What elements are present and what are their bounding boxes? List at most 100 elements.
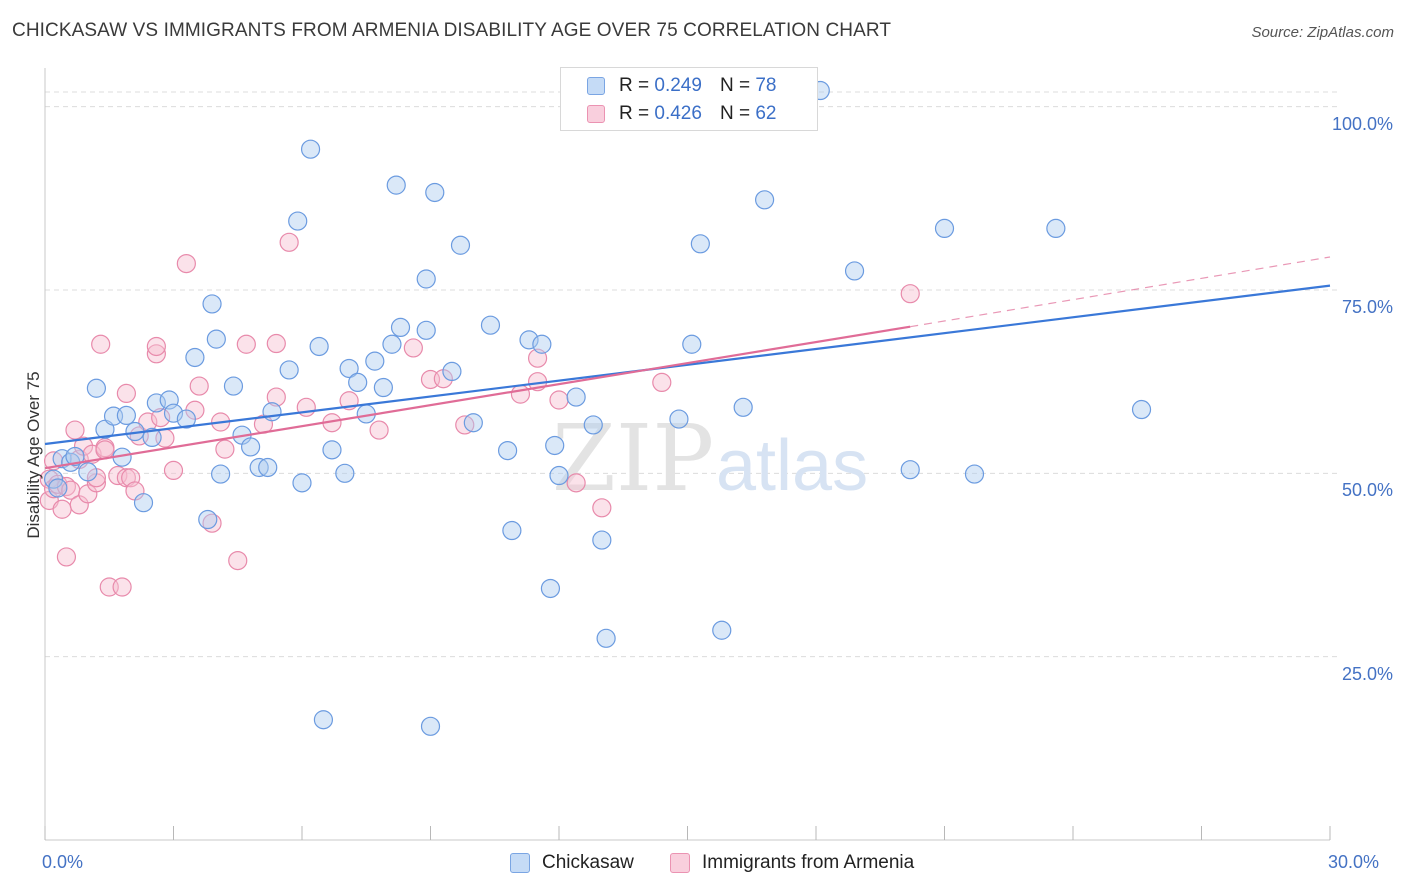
watermark-atlas: atlas xyxy=(716,426,868,506)
data-point-armenia xyxy=(403,338,423,358)
data-point-chickasaw xyxy=(549,465,569,486)
data-point-chickasaw xyxy=(682,334,702,354)
trend-extension-armenia xyxy=(910,256,1331,328)
data-point-armenia xyxy=(228,550,248,571)
data-point-armenia xyxy=(900,284,920,304)
data-point-chickasaw xyxy=(480,315,501,335)
y-tick-label: 25.0% xyxy=(1341,663,1393,684)
data-point-armenia xyxy=(95,440,115,460)
data-point-chickasaw xyxy=(211,464,231,484)
data-point-chickasaw xyxy=(206,329,226,349)
data-point-armenia xyxy=(266,333,286,354)
chart-title: CHICKASAW VS IMMIGRANTS FROM ARMENIA DIS… xyxy=(12,20,892,41)
legend-r-label: R = xyxy=(619,103,650,124)
source-credit: Source: ZipAtlas.com xyxy=(1251,24,1394,41)
data-point-chickasaw xyxy=(322,440,342,460)
data-point-armenia xyxy=(566,473,586,493)
data-point-chickasaw xyxy=(498,441,518,461)
data-point-chickasaw xyxy=(442,361,462,381)
data-point-chickasaw xyxy=(258,457,278,478)
data-point-armenia xyxy=(52,499,72,519)
legend-swatch-blue xyxy=(587,77,605,95)
data-point-chickasaw xyxy=(592,530,612,550)
data-point-chickasaw xyxy=(502,520,522,541)
data-point-chickasaw xyxy=(185,347,205,368)
data-point-armenia xyxy=(163,460,184,480)
data-point-armenia xyxy=(56,547,77,567)
data-point-armenia xyxy=(112,577,132,597)
trend-line-armenia xyxy=(44,325,911,470)
data-point-armenia xyxy=(369,420,389,440)
data-point-chickasaw xyxy=(596,628,616,648)
trend-lines xyxy=(44,256,1331,470)
gridlines xyxy=(45,91,1340,658)
data-point-chickasaw xyxy=(754,190,775,210)
data-point-chickasaw xyxy=(300,139,321,159)
legend-r-value-blue: 0.249 xyxy=(654,75,702,96)
data-point-chickasaw xyxy=(425,182,445,203)
data-point-armenia xyxy=(592,498,612,518)
data-point-chickasaw xyxy=(288,211,308,231)
data-point-chickasaw xyxy=(733,397,753,417)
data-point-chickasaw xyxy=(416,269,436,289)
data-point-chickasaw xyxy=(532,334,552,354)
data-point-chickasaw xyxy=(463,413,483,433)
legend-swatch-pink xyxy=(587,105,605,123)
data-point-chickasaw xyxy=(339,358,359,379)
data-point-chickasaw xyxy=(365,351,385,371)
data-point-armenia xyxy=(151,408,171,428)
data-point-chickasaw xyxy=(386,175,406,195)
legend-n-label: N = xyxy=(719,103,751,124)
data-point-chickasaw xyxy=(335,463,355,483)
data-point-chickasaw xyxy=(262,402,282,422)
y-tick-label: 50.0% xyxy=(1341,480,1393,501)
data-point-chickasaw xyxy=(48,478,68,498)
data-point-armenia xyxy=(146,344,166,364)
data-point-chickasaw xyxy=(450,235,471,255)
data-point-chickasaw xyxy=(519,330,539,350)
data-point-chickasaw xyxy=(540,578,561,599)
data-point-chickasaw xyxy=(1131,399,1152,420)
data-point-chickasaw xyxy=(86,378,107,398)
data-point-armenia xyxy=(279,232,299,252)
data-point-chickasaw xyxy=(1046,218,1066,238)
y-tick-label: 75.0% xyxy=(1341,297,1393,317)
data-point-chickasaw xyxy=(566,387,586,407)
data-point-chickasaw xyxy=(133,493,154,513)
data-point-chickasaw xyxy=(934,218,955,238)
data-point-armenia xyxy=(510,384,531,404)
y-axis-label: Disability Age Over 75 xyxy=(24,371,43,539)
legend-n-value-pink: 62 xyxy=(755,103,777,124)
data-point-armenia xyxy=(146,336,166,357)
data-point-chickasaw xyxy=(964,464,985,484)
data-point-chickasaw xyxy=(348,372,368,392)
data-point-chickasaw xyxy=(78,462,98,482)
axes xyxy=(44,68,1331,841)
trend-line-chickasaw xyxy=(44,284,1331,446)
watermark-zip: ZIP xyxy=(552,405,714,512)
bottom-legend-armenia: Immigrants from Armenia xyxy=(670,852,914,874)
data-point-armenia xyxy=(652,372,672,392)
data-point-chickasaw xyxy=(223,376,244,396)
correlation-legend: R = 0.249 N = 78 R = 0.426 N = 62 xyxy=(560,67,818,131)
bottom-legend-swatch-pink xyxy=(670,853,690,873)
data-point-chickasaw xyxy=(545,435,565,456)
legend-row-armenia: R = 0.426 N = 62 xyxy=(587,101,776,127)
data-point-armenia xyxy=(189,376,209,396)
data-point-armenia xyxy=(116,383,136,403)
data-point-chickasaw xyxy=(202,294,222,314)
bottom-legend-label-blue: Chickasaw xyxy=(542,852,634,873)
data-point-chickasaw xyxy=(373,377,393,398)
data-point-chickasaw xyxy=(142,427,162,447)
data-point-chickasaw xyxy=(690,234,710,254)
data-point-chickasaw xyxy=(844,261,865,281)
data-point-chickasaw xyxy=(116,405,136,425)
data-point-chickasaw xyxy=(313,710,334,730)
data-point-chickasaw xyxy=(198,509,218,530)
data-point-chickasaw xyxy=(309,336,329,357)
data-point-armenia xyxy=(215,439,235,459)
x-tick-label-start: 0.0% xyxy=(42,852,84,872)
data-point-chickasaw xyxy=(669,409,689,429)
x-tick-label-end: 30.0% xyxy=(1328,852,1380,872)
